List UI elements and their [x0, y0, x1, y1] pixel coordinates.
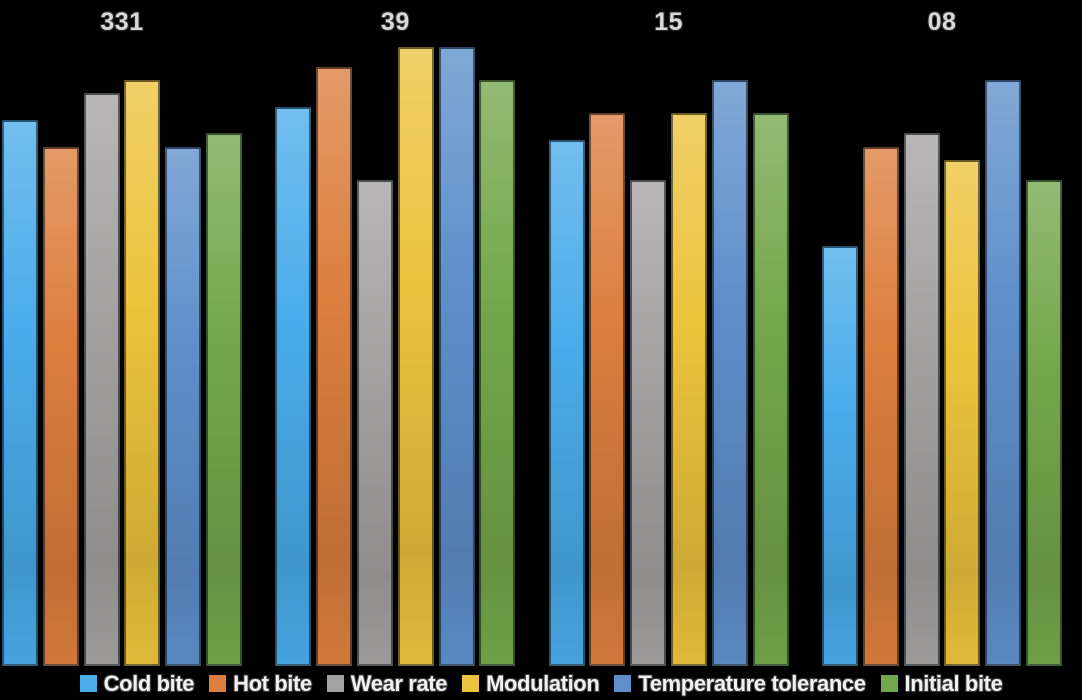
bar-cold-bite-331	[2, 120, 38, 666]
bar-wear-rate-39	[356, 180, 393, 666]
category-label: 39	[380, 8, 410, 36]
category-group-15: 15	[548, 0, 789, 666]
category-group-331: 331	[2, 0, 242, 666]
bar-temperature-tolerance-15	[711, 80, 748, 666]
bar-initial-bite-15	[752, 113, 789, 666]
bar-cold-bite-15	[548, 140, 585, 666]
legend-item-cold-bite: Cold bite	[79, 670, 195, 697]
bar-wear-rate-15	[630, 180, 667, 666]
legend-label: Cold bite	[103, 670, 195, 696]
legend-label: Modulation	[486, 670, 600, 696]
category-label: 331	[100, 8, 144, 36]
legend-swatch-temperature-tolerance	[614, 675, 632, 692]
bar-temperature-tolerance-08	[985, 80, 1022, 666]
bar-modulation-331	[124, 80, 161, 666]
legend-swatch-cold-bite	[79, 675, 97, 692]
legend: Cold bite Hot bite Wear rate Modulation Temp…	[0, 668, 1082, 699]
bar-wear-rate-08	[903, 133, 940, 666]
bar-temperature-tolerance-331	[165, 147, 202, 666]
bar-initial-bite-331	[205, 133, 242, 666]
bar-modulation-39	[397, 47, 434, 666]
bar-initial-bite-39	[479, 80, 516, 666]
legend-item-hot-bite: Hot bite	[209, 671, 312, 697]
bar-hot-bite-08	[862, 147, 899, 666]
bar-wear-rate-331	[83, 93, 120, 666]
legend-item-wear-rate: Wear rate	[326, 670, 448, 697]
bar-hot-bite-39	[316, 67, 353, 666]
legend-label: Wear rate	[350, 670, 448, 696]
legend-swatch-hot-bite	[209, 675, 227, 692]
category-group-39: 39	[275, 0, 516, 666]
legend-swatch-wear-rate	[326, 675, 344, 692]
legend-item-temperature-tolerance: Temperature tolerance	[614, 670, 866, 697]
legend-swatch-modulation	[462, 675, 480, 692]
bar-temperature-tolerance-39	[438, 47, 475, 666]
legend-label: Initial bite	[904, 670, 1003, 696]
bar-initial-bite-08	[1025, 180, 1062, 666]
bar-cold-bite-08	[821, 246, 858, 666]
category-group-08: 08	[821, 0, 1062, 666]
legend-item-initial-bite: Initial bite	[880, 670, 1003, 697]
legend-swatch-initial-bite	[880, 675, 898, 692]
category-label: 15	[654, 8, 684, 36]
bar-hot-bite-15	[589, 113, 626, 666]
legend-label: Hot bite	[233, 670, 312, 696]
bar-modulation-15	[671, 113, 708, 666]
bar-cold-bite-39	[275, 107, 312, 666]
legend-label: Temperature tolerance	[638, 670, 866, 696]
bar-modulation-08	[944, 160, 981, 666]
plot-area: 331 39 15 08	[2, 0, 1062, 666]
legend-item-modulation: Modulation	[462, 670, 600, 697]
bar-hot-bite-331	[42, 147, 79, 666]
category-label: 08	[927, 8, 957, 36]
